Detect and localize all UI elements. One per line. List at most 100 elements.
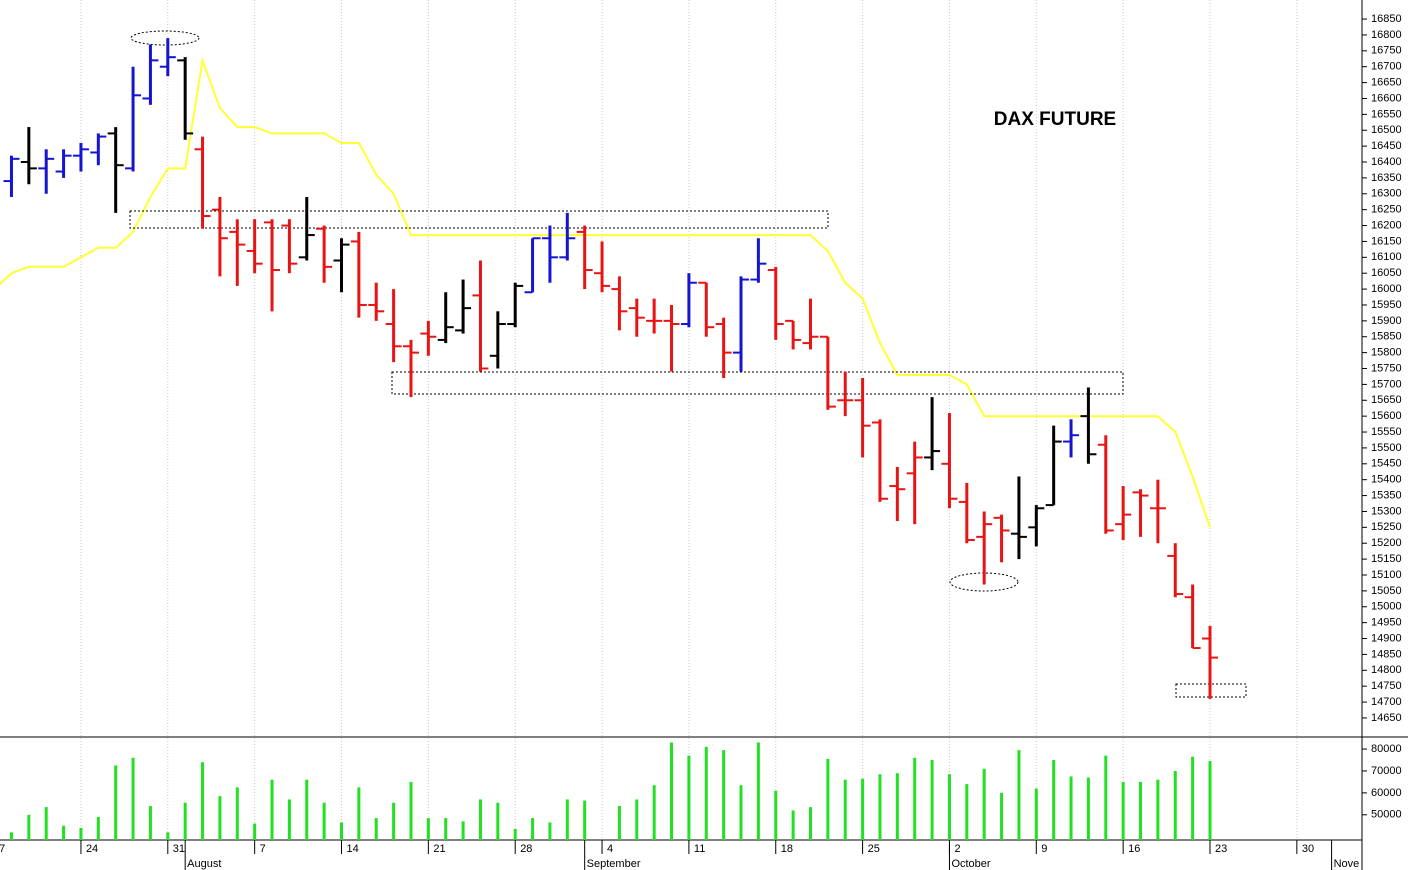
x-tick-label: 14	[347, 843, 359, 855]
y-tick-label: 15050	[1371, 585, 1402, 597]
y-tick-label: 15100	[1371, 569, 1402, 581]
month-label: August	[187, 858, 221, 870]
volume-bar	[791, 810, 795, 840]
y-tick-label: 15900	[1371, 315, 1402, 327]
volume-bar	[166, 832, 170, 840]
volume-bar	[357, 787, 361, 840]
x-tick-label: 30	[1302, 843, 1314, 855]
x-tick-label: 24	[86, 843, 98, 855]
volume-bar	[878, 774, 882, 840]
volume-bar	[965, 784, 969, 840]
volume-bar	[287, 799, 291, 840]
y-tick-label: 15150	[1371, 553, 1402, 565]
x-tick-label: 16	[1128, 843, 1140, 855]
volume-bar	[62, 825, 66, 840]
volume-bar	[704, 746, 708, 840]
volume-bar	[826, 758, 830, 840]
volume-bar	[913, 757, 917, 840]
volume-bar	[513, 829, 517, 840]
y-tick-label: 16250	[1371, 204, 1402, 216]
y-tick-label: 16350	[1371, 172, 1402, 184]
y-tick-label: 15350	[1371, 489, 1402, 501]
volume-bar	[756, 742, 760, 840]
volume-bar	[1104, 755, 1108, 840]
x-tick-label: 4	[607, 843, 613, 855]
volume-bar	[982, 768, 986, 840]
y-tick-label: 16050	[1371, 267, 1402, 279]
volume-bar	[843, 779, 847, 840]
volume-bar	[947, 774, 951, 840]
volume-bar	[392, 802, 396, 840]
month-label: Nove	[1334, 858, 1360, 870]
x-tick-label: 7	[0, 843, 5, 855]
y-tick-label: 16800	[1371, 29, 1402, 41]
volume-bar	[79, 827, 83, 840]
y-tick-label: 15800	[1371, 347, 1402, 359]
x-tick-label: 31	[173, 843, 185, 855]
y-tick-label: 15650	[1371, 394, 1402, 406]
volume-bar	[548, 822, 552, 840]
volume-bar	[531, 818, 535, 840]
y-tick-label: 15250	[1371, 521, 1402, 533]
y-tick-label: 16550	[1371, 108, 1402, 120]
y-tick-label: 16200	[1371, 219, 1402, 231]
volume-bar	[253, 823, 257, 840]
volume-bar	[305, 779, 309, 840]
y-tick-label: 16600	[1371, 92, 1402, 104]
volume-bar	[1156, 779, 1160, 840]
volume-bar	[478, 799, 482, 840]
y-tick-label: 15500	[1371, 442, 1402, 454]
month-label: September	[587, 858, 641, 870]
x-tick-label: 21	[433, 843, 445, 855]
y-tick-label: 15850	[1371, 331, 1402, 343]
y-tick-label: 15000	[1371, 601, 1402, 613]
y-tick-label: 16000	[1371, 283, 1402, 295]
y-tick-label: 15450	[1371, 458, 1402, 470]
x-tick-label: 11	[694, 843, 705, 855]
volume-bar	[1069, 776, 1073, 840]
y-tick-label: 15550	[1371, 426, 1402, 438]
month-label: October	[951, 858, 990, 870]
volume-bar	[44, 807, 48, 840]
x-tick-label: 23	[1215, 843, 1227, 855]
volume-bar	[201, 762, 205, 840]
volume-bar	[583, 800, 587, 840]
y-tick-label: 14700	[1371, 696, 1402, 708]
y-tick-label: 16850	[1371, 13, 1402, 25]
volume-bar	[340, 822, 343, 840]
x-tick-label: 2	[954, 843, 960, 855]
volume-bar	[461, 821, 465, 840]
volume-bar	[1017, 750, 1021, 840]
y-tick-label: 50000	[1371, 809, 1402, 821]
y-tick-label: 14850	[1371, 648, 1402, 660]
y-tick-label: 15700	[1371, 378, 1402, 390]
volume-bar	[96, 816, 100, 840]
y-tick-label: 15950	[1371, 299, 1402, 311]
volume-bar	[687, 755, 691, 840]
y-tick-label: 16150	[1371, 235, 1402, 247]
x-tick-label: 28	[520, 843, 532, 855]
chart-title: DAX FUTURE	[994, 109, 1116, 130]
y-tick-label: 16300	[1371, 188, 1402, 200]
volume-bar	[652, 785, 656, 840]
volume-bar	[374, 818, 378, 840]
y-tick-label: 14750	[1371, 680, 1402, 692]
volume-bar	[1173, 770, 1177, 840]
volume-bar	[635, 799, 639, 840]
y-tick-label: 14900	[1371, 632, 1402, 644]
y-tick-label: 60000	[1371, 787, 1402, 799]
highlight-ellipse	[130, 30, 200, 46]
volume-bar	[322, 802, 326, 840]
volume-bar	[27, 814, 31, 840]
volume-bar	[409, 781, 413, 840]
volume-bar	[1121, 781, 1125, 840]
volume-bar	[774, 790, 778, 840]
volume-bar	[565, 799, 569, 840]
y-tick-label: 14800	[1371, 664, 1402, 676]
volume-bar	[1139, 781, 1143, 840]
highlight-box	[391, 371, 1124, 395]
volume-bar	[1052, 760, 1056, 840]
volume-bar	[148, 806, 152, 840]
